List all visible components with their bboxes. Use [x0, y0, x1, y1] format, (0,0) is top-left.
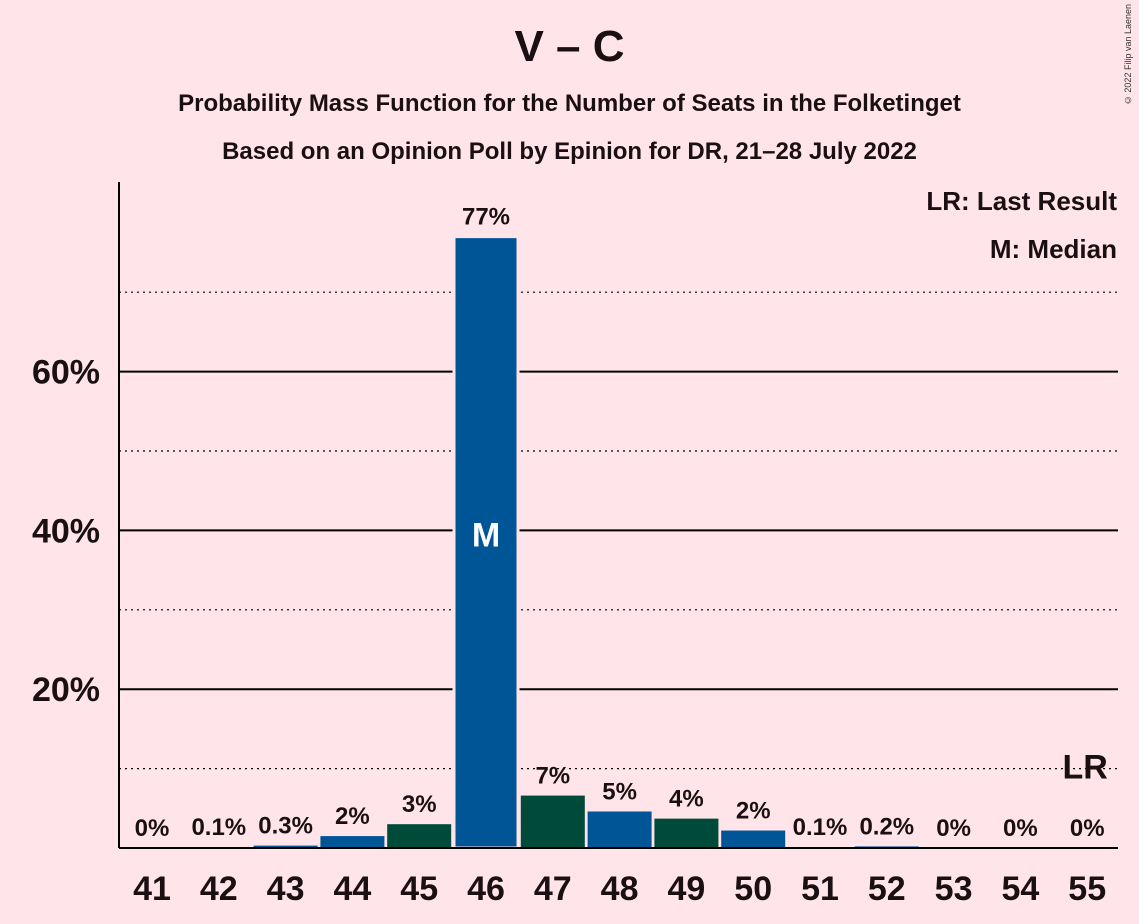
value-label: 0% [1070, 815, 1105, 842]
value-label: 77% [462, 204, 510, 231]
bar-44 [320, 836, 385, 848]
chart-title: V – C [514, 22, 625, 71]
y-tick-label: 40% [32, 512, 100, 550]
legend-median: M: Median [990, 234, 1117, 264]
x-tick-label: 55 [1068, 870, 1106, 908]
value-label: 0.1% [191, 814, 246, 841]
bars [186, 235, 919, 850]
value-label: 0% [1003, 815, 1038, 842]
chart-subtitle: Probability Mass Function for the Number… [178, 90, 961, 117]
value-label: 0.3% [258, 813, 313, 840]
bar-48 [587, 811, 652, 848]
bar-47 [520, 795, 585, 848]
x-tick-label: 50 [734, 870, 772, 908]
value-labels: 0% 41 0.1% 42 0.3% 43 2% 44 3% 45 77% 46 M 7% 47 5% 48 4%… [133, 204, 1108, 908]
chart-source-line: Based on an Opinion Poll by Epinion for … [222, 138, 917, 165]
bar-43 [253, 845, 318, 848]
bar-49 [654, 818, 719, 848]
legend: LR: Last Result M: Median [926, 186, 1117, 264]
value-label: 2% [335, 803, 370, 830]
value-label: 5% [602, 778, 637, 805]
value-label: 0.1% [793, 814, 848, 841]
x-tick-label: 44 [333, 870, 371, 908]
y-tick-label: 20% [32, 671, 100, 709]
x-tick-label: 53 [935, 870, 973, 908]
axes [118, 182, 1118, 849]
x-tick-label: 48 [601, 870, 639, 908]
last-result-marker: LR [1063, 749, 1108, 787]
gridlines: 20% 40% 60% [32, 291, 1118, 770]
value-label: 7% [535, 763, 570, 790]
bar-50 [721, 830, 786, 848]
x-tick-label: 43 [267, 870, 305, 908]
y-tick-label: 60% [32, 354, 100, 392]
value-label: 3% [402, 791, 437, 818]
value-label: 0% [135, 815, 170, 842]
x-tick-label: 46 [467, 870, 505, 908]
x-tick-label: 51 [801, 870, 839, 908]
value-label: 0.2% [859, 813, 914, 840]
value-label: 0% [936, 815, 971, 842]
x-tick-label: 41 [133, 870, 171, 908]
x-tick-label: 52 [868, 870, 906, 908]
median-marker: M [472, 516, 500, 554]
x-tick-label: 47 [534, 870, 572, 908]
x-tick-label: 54 [1001, 870, 1039, 908]
value-label: 4% [669, 786, 704, 813]
legend-last-result: LR: Last Result [926, 186, 1117, 216]
x-tick-label: 49 [667, 870, 705, 908]
value-label: 2% [736, 798, 771, 825]
x-tick-label: 45 [400, 870, 438, 908]
bar-45 [387, 824, 452, 848]
x-tick-label: 42 [200, 870, 238, 908]
